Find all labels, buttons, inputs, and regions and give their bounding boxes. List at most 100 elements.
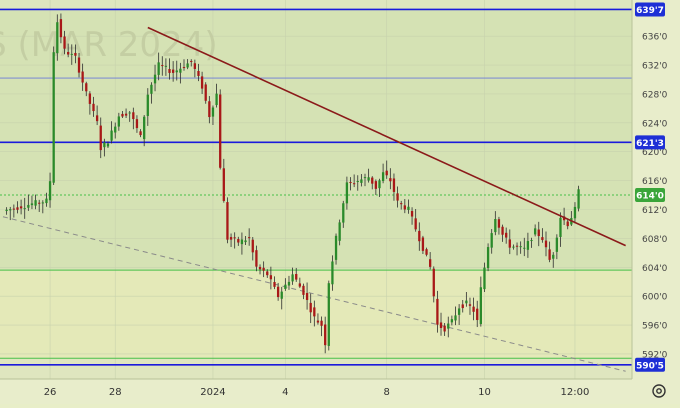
candle-body — [389, 178, 392, 182]
price-tag-box — [635, 2, 665, 17]
candle — [541, 228, 544, 243]
settings-button[interactable] — [652, 384, 666, 398]
candle — [9, 206, 12, 221]
candle-body — [305, 292, 309, 300]
candle — [327, 280, 330, 351]
candle — [530, 237, 533, 248]
candle-body — [193, 63, 197, 69]
candle — [27, 194, 30, 211]
candle — [95, 105, 99, 126]
candle-body — [284, 284, 287, 289]
x-tick-label: 8 — [384, 387, 390, 398]
candle — [186, 59, 189, 70]
y-tick-label: 608'0 — [642, 235, 668, 245]
candle-body — [381, 172, 385, 182]
candle — [34, 194, 37, 210]
candle-body — [302, 285, 305, 295]
x-tick-label: 4 — [282, 387, 288, 398]
candle — [132, 107, 135, 130]
price-axis[interactable]: 636'0 632'0 628'0 624'0 620'0 616'0 612'0 608'0… — [642, 33, 668, 361]
price-tag-label: 590'5 — [636, 361, 664, 371]
candle — [171, 61, 175, 82]
time-axis[interactable]: 26 28 2024 4 8 10 12:00 — [44, 387, 590, 398]
candle-body — [143, 116, 146, 140]
price-tag-box — [635, 357, 665, 372]
candle — [418, 222, 421, 251]
candle-body — [403, 205, 406, 210]
candle-body — [356, 181, 359, 183]
candle — [85, 81, 88, 97]
candle-body — [38, 202, 41, 204]
candle-body — [88, 93, 92, 104]
candle — [577, 185, 580, 212]
candle — [193, 59, 197, 78]
candle — [287, 275, 291, 290]
upper-zone — [0, 9, 632, 271]
candle-body — [124, 113, 128, 116]
candle — [385, 160, 388, 179]
x-tick-label: 12:00 — [561, 387, 590, 398]
candle — [128, 110, 131, 122]
candle-body — [197, 70, 200, 76]
candle-body — [85, 83, 88, 92]
candle-body — [334, 235, 338, 260]
candle — [248, 228, 251, 246]
candle-body — [559, 217, 562, 237]
candle-body — [240, 239, 244, 245]
candle — [345, 176, 349, 210]
price-tag-label: 614'0 — [636, 192, 664, 202]
candle — [59, 13, 63, 44]
candle — [410, 207, 414, 225]
candle-body — [262, 267, 265, 271]
candle — [436, 290, 439, 333]
candle-body — [30, 203, 34, 206]
candle — [429, 252, 432, 270]
candle — [244, 235, 247, 246]
candle — [48, 172, 52, 208]
candle-body — [95, 115, 99, 122]
candle-body — [161, 65, 164, 67]
candle-body — [171, 69, 175, 73]
y-tick-label: 600'0 — [642, 293, 668, 303]
candle-body — [316, 320, 320, 323]
trend-line[interactable] — [147, 26, 626, 247]
candle — [197, 63, 200, 82]
candle-body — [530, 240, 533, 242]
candle — [421, 235, 425, 255]
y-tick-label: 628'0 — [642, 90, 668, 100]
candle-body — [81, 71, 84, 83]
candle-body — [153, 74, 157, 84]
candle-body — [313, 307, 316, 317]
candle — [381, 163, 385, 184]
candle — [526, 232, 530, 258]
candle — [505, 227, 508, 244]
candle-body — [139, 131, 142, 136]
candle — [70, 44, 73, 65]
candle-body — [414, 218, 417, 230]
candle — [573, 202, 577, 224]
x-tick-label: 26 — [44, 387, 57, 398]
candle-body — [352, 183, 356, 185]
candle — [486, 243, 490, 272]
candle-body — [476, 308, 479, 321]
candle — [483, 262, 486, 292]
price-tag: 621'3 — [635, 135, 665, 150]
candle-body — [258, 266, 262, 270]
horizontal-levels — [0, 8, 632, 366]
candle-body — [215, 93, 218, 106]
candle-body — [533, 228, 537, 235]
candle — [291, 267, 294, 285]
candle — [81, 63, 84, 91]
candle-body — [255, 250, 258, 267]
candle-body — [342, 203, 345, 223]
candle-body — [515, 245, 519, 247]
candle-body — [508, 239, 511, 248]
time-axis-panel — [0, 379, 680, 404]
candle — [533, 224, 537, 237]
candle — [465, 292, 468, 307]
candle — [226, 197, 229, 244]
candle — [153, 64, 157, 92]
candle — [233, 232, 236, 249]
candle — [222, 158, 225, 203]
